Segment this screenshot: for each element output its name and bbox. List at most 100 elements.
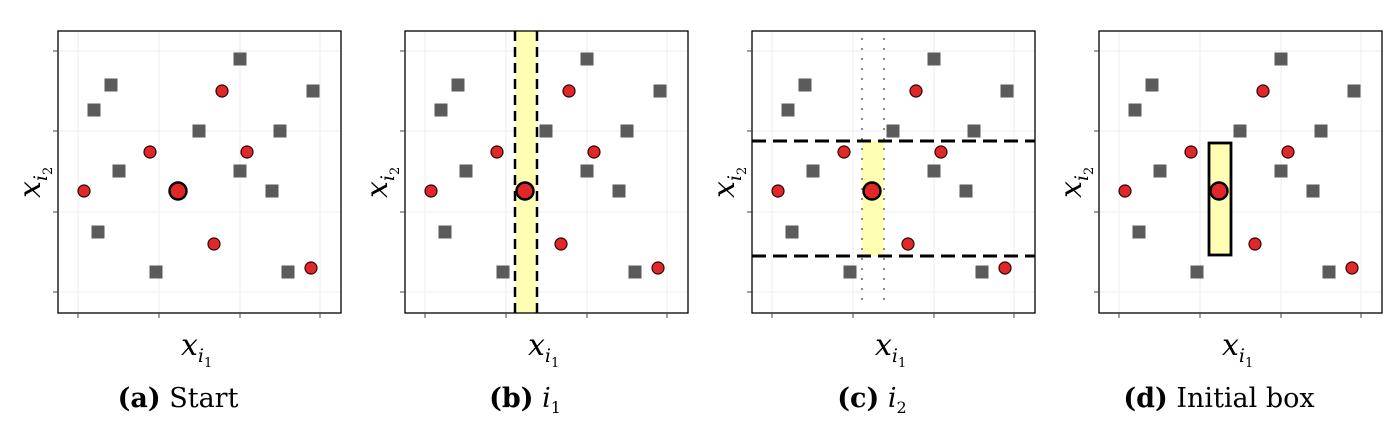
square-point <box>451 78 465 92</box>
square-point <box>496 265 510 279</box>
circle-point <box>554 237 568 251</box>
square-point <box>1000 84 1014 98</box>
square-point <box>434 103 448 117</box>
square-point <box>149 265 163 279</box>
square-point <box>91 225 105 239</box>
circle-point <box>1345 261 1359 275</box>
square-point <box>1145 78 1159 92</box>
square-point <box>975 265 989 279</box>
circle-point <box>240 145 254 159</box>
square-point <box>1153 164 1167 178</box>
square-point <box>265 184 279 198</box>
panel-caption: (d) Initial box <box>1123 383 1314 414</box>
square-point <box>927 164 941 178</box>
square-point <box>233 52 247 66</box>
square-point <box>539 124 553 138</box>
panel-caption: (b) i1 <box>489 383 561 417</box>
circle-point <box>304 261 318 275</box>
plot-frame <box>57 30 342 314</box>
grid-lines <box>405 31 688 313</box>
square-point <box>306 84 320 98</box>
square-point <box>959 184 973 198</box>
panel-caption: (a) Start <box>118 383 239 414</box>
circle-point <box>143 145 157 159</box>
circle-point <box>1184 145 1198 159</box>
plot-frame <box>751 30 1036 314</box>
circle-point <box>215 84 229 98</box>
focal-point <box>168 181 188 201</box>
circle-point <box>77 184 91 198</box>
focal-point <box>515 181 535 201</box>
square-point <box>192 124 206 138</box>
square-point <box>806 164 820 178</box>
circle-point <box>587 145 601 159</box>
square-point <box>459 164 473 178</box>
x-axis-label: xi1 <box>875 328 906 371</box>
square-point <box>112 164 126 178</box>
square-point <box>1132 225 1146 239</box>
square-point <box>233 164 247 178</box>
circle-point <box>424 184 438 198</box>
x-axis-label: xi1 <box>1222 328 1253 371</box>
circle-point <box>562 84 576 98</box>
square-point <box>1322 265 1336 279</box>
square-point <box>843 265 857 279</box>
square-point <box>620 124 634 138</box>
square-point <box>785 225 799 239</box>
grid-lines <box>752 31 1035 313</box>
square-point <box>1306 184 1320 198</box>
square-point <box>886 124 900 138</box>
circle-point <box>901 237 915 251</box>
y-axis-label: xi2 <box>13 167 56 198</box>
square-point <box>1274 164 1288 178</box>
plot-frame <box>1098 30 1383 314</box>
grid-lines <box>58 31 341 313</box>
square-point <box>1190 265 1204 279</box>
square-point <box>1347 84 1361 98</box>
square-point <box>967 124 981 138</box>
square-point <box>781 103 795 117</box>
x-axis-label: xi1 <box>528 328 559 371</box>
square-point <box>798 78 812 92</box>
circle-point <box>1248 237 1262 251</box>
circle-point <box>837 145 851 159</box>
y-axis-label: xi2 <box>707 167 750 198</box>
square-point <box>1233 124 1247 138</box>
square-point <box>438 225 452 239</box>
square-point <box>612 184 626 198</box>
highlight-band <box>515 31 537 313</box>
plot-frame <box>404 30 689 314</box>
grid-lines <box>1099 31 1382 313</box>
square-point <box>653 84 667 98</box>
x-axis-label: xi1 <box>181 328 212 371</box>
panel-b: xi1 xi2 (b) i1 <box>360 30 689 417</box>
focal-point <box>862 181 882 201</box>
square-point <box>927 52 941 66</box>
square-point <box>1128 103 1142 117</box>
circle-point <box>998 261 1012 275</box>
circle-point <box>490 145 504 159</box>
y-axis-label: xi2 <box>360 167 403 198</box>
y-axis-label: xi2 <box>1054 167 1097 198</box>
square-point <box>273 124 287 138</box>
circle-point <box>1118 184 1132 198</box>
circle-point <box>909 84 923 98</box>
square-point <box>281 265 295 279</box>
square-point <box>580 164 594 178</box>
panel-caption: (c) i2 <box>837 383 906 417</box>
square-point <box>87 103 101 117</box>
panel-c: xi1 xi2 (c) i2 <box>707 30 1036 417</box>
circle-point <box>771 184 785 198</box>
circle-point <box>1256 84 1270 98</box>
circle-point <box>1281 145 1295 159</box>
panel-a: xi1 xi2 (a) Start <box>13 30 342 414</box>
circle-point <box>934 145 948 159</box>
circle-point <box>651 261 665 275</box>
square-point <box>580 52 594 66</box>
square-point <box>1274 52 1288 66</box>
circle-point <box>207 237 221 251</box>
square-point <box>1314 124 1328 138</box>
square-point <box>628 265 642 279</box>
square-point <box>104 78 118 92</box>
